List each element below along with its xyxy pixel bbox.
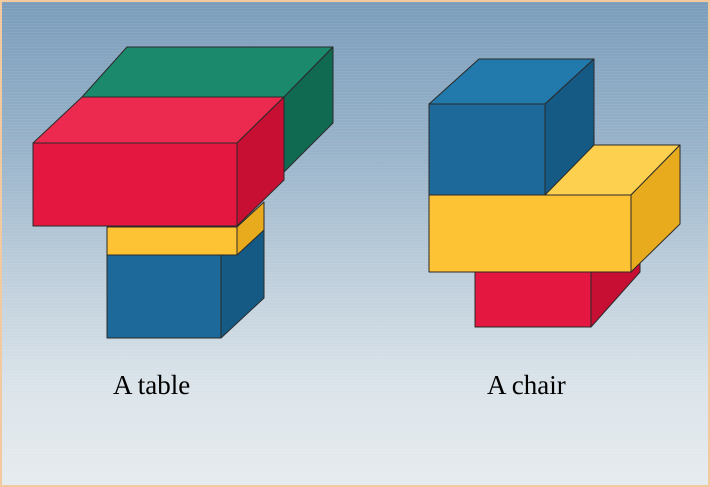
table-yellow-block-side (236, 201, 265, 256)
table-caption: A table (113, 370, 191, 400)
table-yellow-block (106, 201, 265, 256)
table-red-block (32, 96, 285, 227)
chair-yellow-block-front (428, 194, 632, 273)
chair-caption: A chair (487, 370, 566, 400)
chair-red-block-front (474, 271, 592, 328)
table-figure (32, 46, 334, 339)
chair-yellow-block-side (630, 144, 681, 273)
chair-blue-block-front (428, 103, 546, 196)
chair-blue-block (428, 58, 595, 196)
chair-yellow-block (428, 144, 681, 273)
table-red-block-front (32, 142, 238, 227)
table-red-block-side (236, 96, 285, 227)
table-yellow-block-front (106, 226, 238, 256)
chair-figure (428, 58, 681, 328)
table-blue-block-front (106, 254, 222, 339)
